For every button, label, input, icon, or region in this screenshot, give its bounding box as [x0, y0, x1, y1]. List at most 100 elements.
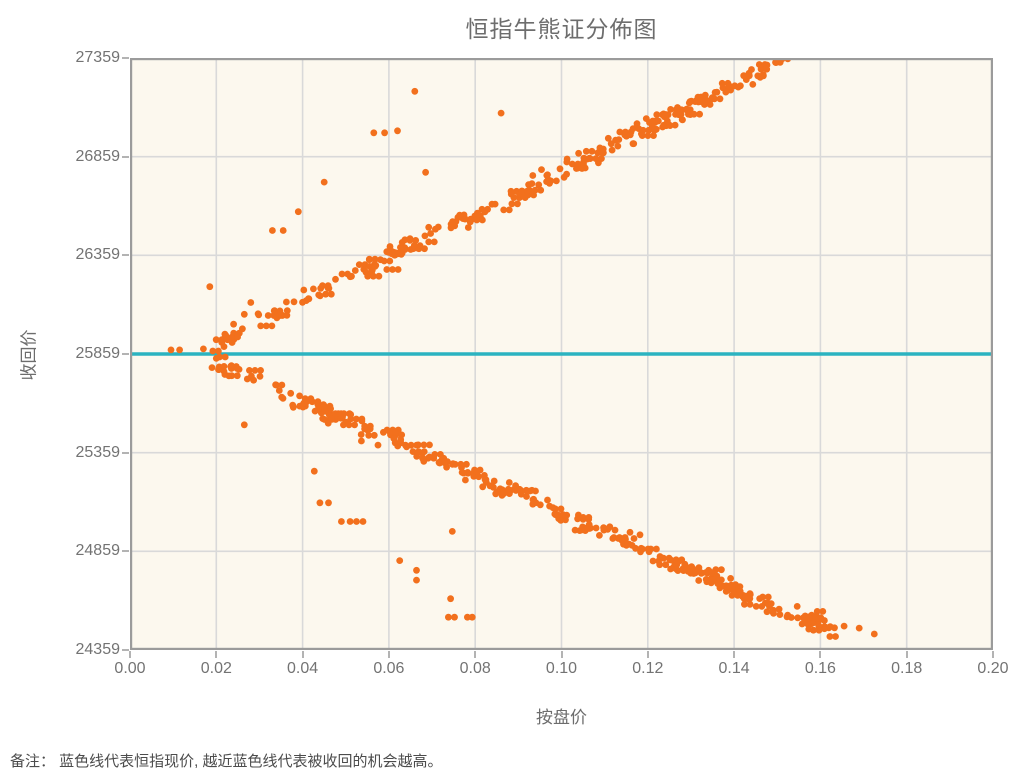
data-point: [604, 134, 612, 142]
data-point: [799, 614, 807, 622]
data-point: [493, 488, 501, 496]
data-point: [370, 129, 378, 137]
data-point: [745, 72, 753, 80]
data-point: [655, 117, 662, 125]
data-point: [608, 146, 616, 154]
data-point: [793, 603, 801, 610]
data-point: [314, 398, 322, 406]
data-point: [352, 415, 360, 423]
x-tick-mark: [560, 651, 563, 658]
data-point: [544, 496, 551, 504]
x-axis-title: 按盘价: [536, 708, 587, 727]
data-point: [425, 238, 433, 246]
x-tick-label: 0.20: [977, 660, 1009, 677]
data-point: [690, 110, 698, 118]
data-point: [394, 266, 402, 273]
data-point: [592, 524, 600, 532]
data-point: [386, 428, 394, 436]
data-point: [305, 295, 312, 303]
data-point: [718, 566, 725, 574]
x-tick-mark: [129, 651, 131, 658]
footnote: 备注： 蓝色线代表恒指现价, 越近蓝色线代表被收回的机会越高。: [10, 753, 443, 770]
data-point: [535, 181, 543, 189]
data-point: [667, 106, 674, 113]
data-point: [473, 468, 481, 475]
data-point: [671, 121, 679, 129]
data-point: [709, 576, 717, 584]
data-point: [240, 421, 248, 429]
data-point: [316, 292, 324, 300]
data-point: [228, 362, 235, 369]
data-point: [508, 200, 516, 208]
data-point: [279, 227, 287, 234]
data-point: [234, 333, 241, 341]
data-point: [338, 518, 345, 525]
data-point: [536, 501, 544, 509]
data-point: [351, 421, 358, 429]
data-point: [448, 528, 456, 535]
y-tick-label: 26359: [75, 246, 121, 264]
data-point: [685, 110, 692, 118]
data-point: [385, 249, 393, 256]
data-point: [250, 376, 257, 384]
data-point: [632, 544, 639, 552]
data-point: [345, 421, 353, 429]
data-point: [283, 311, 291, 319]
x-tick-label: 0.14: [718, 660, 750, 677]
data-point: [264, 312, 272, 319]
data-point: [649, 557, 657, 565]
data-point: [389, 266, 396, 273]
data-point: [257, 322, 265, 330]
data-point: [358, 417, 366, 425]
data-point: [752, 603, 760, 610]
data-point: [621, 131, 629, 139]
data-point: [635, 125, 643, 132]
data-point: [756, 595, 764, 602]
data-point: [246, 367, 253, 374]
y-tick-label: 26859: [75, 147, 121, 165]
data-point: [386, 243, 394, 250]
data-point: [364, 272, 372, 280]
data-point: [314, 405, 322, 413]
data-point: [574, 164, 582, 172]
data-point: [271, 307, 278, 314]
data-point: [727, 575, 734, 582]
data-point: [674, 104, 681, 111]
data-point: [482, 476, 490, 484]
data-point: [505, 485, 512, 493]
data-point: [644, 132, 652, 139]
y-tick-label: 24859: [75, 542, 121, 560]
data-point: [396, 557, 404, 564]
data-point: [616, 128, 624, 136]
data-point: [505, 479, 513, 486]
data-point: [416, 242, 424, 250]
data-point: [324, 419, 332, 427]
data-point: [372, 262, 380, 269]
data-point: [696, 110, 703, 118]
data-point: [289, 401, 297, 409]
data-point: [300, 399, 308, 407]
data-point: [684, 568, 692, 575]
data-point: [744, 595, 752, 603]
data-point: [648, 122, 656, 130]
data-point: [815, 626, 823, 634]
data-point: [588, 147, 596, 155]
data-point: [275, 387, 283, 394]
y-tick-label: 25359: [75, 443, 121, 461]
data-point: [324, 282, 332, 290]
data-point: [473, 216, 481, 224]
data-point: [819, 608, 827, 615]
data-point: [676, 110, 683, 117]
data-point: [479, 483, 487, 491]
data-point: [212, 355, 220, 362]
data-point: [772, 59, 779, 66]
data-point: [568, 160, 576, 168]
x-tick-label: 0.10: [545, 660, 578, 677]
data-point: [435, 459, 443, 466]
data-point: [221, 353, 229, 361]
data-point: [176, 346, 183, 354]
data-point: [526, 186, 533, 194]
data-point: [361, 425, 368, 433]
data-point: [420, 441, 428, 449]
data-point: [516, 485, 523, 493]
